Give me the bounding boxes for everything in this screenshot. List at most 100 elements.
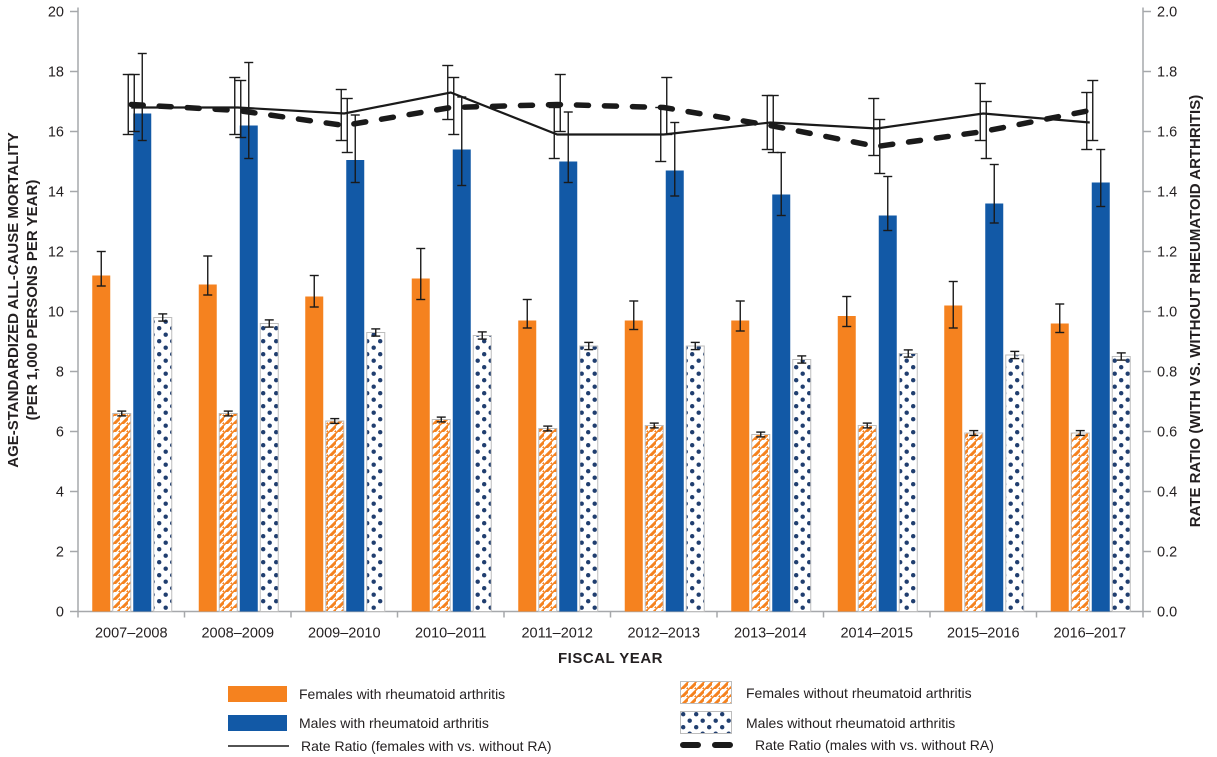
errorbar-males-without-ra-2011–2012 (584, 341, 594, 351)
errorbar-males-with-ra-2015–2016 (989, 163, 999, 224)
bar-males-with-ra-2013–2014 (772, 194, 791, 612)
bar-males-without-ra-2016–2017 (1111, 356, 1131, 612)
left-axis-tick-label: 16 (48, 125, 64, 141)
bar-females-with-ra-2013–2014 (731, 320, 750, 612)
right-axis-tick-label: 0.0 (1157, 605, 1177, 621)
x-axis-category-label: 2012–2013 (627, 626, 700, 642)
left-axis-title-line2: (PER 1,000 PERSONS PER YEAR) (24, 180, 41, 421)
left-axis-title-line1: AGE-STANDARDIZED ALL-CAUSE MORTALITY (5, 132, 22, 468)
bar-males-without-ra-2014–2015 (898, 353, 918, 612)
errorbar-rr-males-2016–2017 (1087, 79, 1099, 142)
errorbar-females-without-ra-2015–2016 (969, 429, 979, 437)
bar-females-with-ra-2008–2009 (198, 284, 217, 612)
errorbar-rr-males-2012–2013 (661, 76, 673, 136)
left-axis-tick-label: 20 (48, 5, 64, 21)
bar-males-without-ra-2010–2011 (472, 335, 492, 612)
left-axis-tick-label: 4 (56, 485, 64, 501)
bar-females-without-ra-2008–2009 (218, 413, 238, 612)
right-axis-tick-label: 0.4 (1157, 485, 1177, 501)
bar-males-without-ra-2012–2013 (685, 345, 705, 612)
errorbar-rr-females-2014–2015 (868, 97, 880, 157)
legend-swatch-females-with-ra (228, 686, 287, 702)
errorbar-females-with-ra-2011–2012 (522, 298, 532, 329)
bar-males-without-ra-2008–2009 (259, 323, 279, 612)
legend-swatch-rr-females (228, 745, 289, 747)
bar-males-with-ra-2015–2016 (985, 203, 1004, 612)
bar-females-with-ra-2016–2017 (1050, 323, 1069, 612)
bar-females-without-ra-2014–2015 (857, 425, 877, 612)
bar-males-with-ra-2016–2017 (1091, 182, 1110, 612)
errorbar-rr-females-2008–2009 (229, 76, 241, 136)
right-axis-tick-label: 1.0 (1157, 305, 1177, 321)
bar-females-without-ra-2010–2011 (431, 419, 451, 612)
x-axis-category-label: 2013–2014 (734, 626, 807, 642)
right-axis-tick-label: 0.2 (1157, 545, 1177, 561)
errorbar-females-with-ra-2013–2014 (735, 300, 745, 332)
errorbar-rr-females-2010–2011 (442, 64, 454, 121)
bar-females-without-ra-2012–2013 (644, 425, 664, 612)
legend-item-females-with-ra: Females with rheumatoid arthritis (228, 686, 505, 702)
legend-swatch-females-without-ra (680, 681, 732, 704)
right-axis-tick-label: 1.6 (1157, 125, 1177, 141)
errorbar-males-without-ra-2010–2011 (477, 331, 487, 340)
errorbar-females-without-ra-2014–2015 (862, 422, 872, 429)
bar-males-with-ra-2008–2009 (239, 125, 258, 612)
x-axis-category-label: 2009–2010 (308, 626, 381, 642)
left-axis-tick-label: 14 (48, 185, 64, 201)
errorbar-rr-males-2008–2009 (235, 79, 247, 139)
legend-item-males-without-ra: Males without rheumatoid arthritis (680, 711, 955, 734)
line-rr-males (128, 101, 1093, 150)
legend-item-rr-females: Rate Ratio (females with vs. without RA) (228, 738, 552, 754)
right-axis-tick-label: 1.4 (1157, 185, 1177, 201)
bar-females-with-ra-2015–2016 (944, 305, 963, 612)
legend-item-rr-males: Rate Ratio (males with vs. without RA) (680, 737, 994, 753)
errorbar-females-without-ra-2007–2008 (117, 410, 127, 417)
errorbar-females-with-ra-2008–2009 (203, 255, 213, 296)
bar-females-without-ra-2011–2012 (538, 428, 558, 612)
x-axis-title: FISCAL YEAR (558, 650, 663, 667)
legend-label: Rate Ratio (males with vs. without RA) (755, 737, 994, 753)
errorbar-males-without-ra-2008–2009 (264, 319, 274, 328)
errorbar-males-with-ra-2016–2017 (1096, 148, 1106, 208)
errorbar-rr-males-2014–2015 (874, 118, 886, 175)
errorbar-males-without-ra-2012–2013 (690, 341, 700, 351)
right-axis-tick-label: 0.8 (1157, 365, 1177, 381)
x-axis-category-label: 2008–2009 (201, 626, 274, 642)
bar-males-without-ra-2011–2012 (579, 345, 599, 612)
legend-swatch-males-without-ra (680, 711, 732, 734)
bar-females-with-ra-2011–2012 (518, 320, 537, 612)
bar-males-with-ra-2012–2013 (665, 170, 684, 612)
errorbar-females-without-ra-2011–2012 (543, 425, 553, 432)
right-axis-tick-label: 1.8 (1157, 65, 1177, 81)
errorbar-females-with-ra-2014–2015 (842, 295, 852, 328)
bar-females-with-ra-2007–2008 (92, 275, 111, 612)
errorbar-rr-females-2016–2017 (1081, 91, 1093, 151)
bar-females-without-ra-2013–2014 (751, 434, 771, 612)
errorbar-males-with-ra-2014–2015 (883, 175, 893, 232)
legend-label: Males without rheumatoid arthritis (746, 714, 956, 731)
legend-label: Males with rheumatoid arthritis (299, 715, 489, 731)
left-axis-tick-label: 10 (48, 305, 64, 321)
bar-males-without-ra-2007–2008 (153, 317, 173, 612)
errorbar-females-with-ra-2015–2016 (948, 280, 958, 329)
errorbar-males-without-ra-2013–2014 (797, 355, 807, 364)
legend-label: Rate Ratio (females with vs. without RA) (301, 738, 552, 754)
bar-females-without-ra-2015–2016 (964, 432, 984, 612)
x-axis-category-label: 2014–2015 (840, 626, 913, 642)
bar-females-with-ra-2014–2015 (837, 316, 856, 612)
errorbar-rr-females-2009–2010 (335, 88, 347, 142)
errorbar-females-with-ra-2012–2013 (629, 300, 639, 331)
right-axis-tick-label: 1.2 (1157, 245, 1177, 261)
errorbar-rr-males-2010–2011 (448, 76, 460, 136)
errorbar-males-with-ra-2011–2012 (563, 111, 573, 184)
errorbar-rr-males-2013–2014 (767, 94, 779, 154)
bar-males-without-ra-2009–2010 (366, 332, 386, 612)
bar-males-with-ra-2007–2008 (133, 113, 152, 612)
errorbar-females-with-ra-2010–2011 (416, 247, 426, 301)
errorbar-males-without-ra-2007–2008 (158, 313, 168, 322)
bar-males-without-ra-2013–2014 (792, 359, 812, 612)
bar-males-with-ra-2010–2011 (452, 149, 471, 612)
bar-females-with-ra-2010–2011 (411, 278, 430, 612)
errorbar-females-with-ra-2009–2010 (309, 274, 319, 308)
